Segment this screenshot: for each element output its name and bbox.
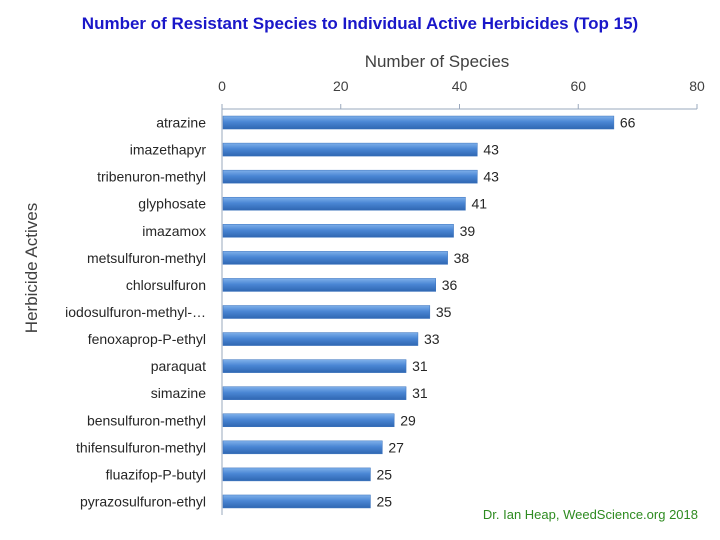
x-axis-title: Number of Species xyxy=(365,52,510,71)
x-tick-label: 80 xyxy=(689,78,705,94)
category-label: iodosulfuron-methyl-… xyxy=(65,304,206,320)
category-label: chlorsulfuron xyxy=(126,277,206,293)
category-label: tribenuron-methyl xyxy=(97,169,206,185)
data-label: 31 xyxy=(412,358,428,374)
category-label: bensulfuron-methyl xyxy=(87,412,206,428)
data-label: 39 xyxy=(460,223,476,239)
category-label: glyphosate xyxy=(138,196,206,212)
data-label: 35 xyxy=(436,304,452,320)
category-label: paraquat xyxy=(151,358,206,374)
category-label: simazine xyxy=(151,385,206,401)
category-label: imazethapyr xyxy=(130,142,207,158)
data-label: 25 xyxy=(376,493,392,509)
bar xyxy=(222,467,371,482)
bar xyxy=(222,359,407,373)
category-label: imazamox xyxy=(142,223,206,239)
category-label: fluazifop-P-butyl xyxy=(106,466,206,482)
bar xyxy=(222,305,431,319)
chart-title: Number of Resistant Species to Individua… xyxy=(81,14,639,33)
bar xyxy=(222,386,407,400)
bar xyxy=(222,278,436,292)
bar xyxy=(222,440,383,455)
data-label: 27 xyxy=(388,439,404,455)
data-label: 33 xyxy=(424,331,440,347)
bar xyxy=(222,413,395,428)
x-tick-label: 20 xyxy=(333,78,349,94)
x-tick-label: 0 xyxy=(218,78,226,94)
category-label: atrazine xyxy=(156,115,206,131)
category-label: thifensulfuron-methyl xyxy=(76,439,206,455)
data-label: 41 xyxy=(471,196,487,212)
x-tick-label: 40 xyxy=(452,78,468,94)
bar xyxy=(222,251,448,265)
data-label: 36 xyxy=(442,277,458,293)
data-label: 29 xyxy=(400,412,416,428)
credit-text: Dr. Ian Heap, WeedScience.org 2018 xyxy=(482,507,698,522)
bar xyxy=(222,142,478,157)
bar xyxy=(222,224,454,238)
data-label: 31 xyxy=(412,385,428,401)
x-tick-label: 60 xyxy=(570,78,586,94)
data-label: 66 xyxy=(620,115,636,131)
bar xyxy=(222,332,419,346)
bar xyxy=(222,494,371,509)
bar xyxy=(222,169,478,184)
data-label: 38 xyxy=(454,250,470,266)
category-label: metsulfuron-methyl xyxy=(87,250,206,266)
bar xyxy=(222,196,466,211)
category-label: fenoxaprop-P-ethyl xyxy=(88,331,206,347)
category-label: pyrazosulfuron-ethyl xyxy=(80,493,206,509)
y-axis-title: Herbicide Actives xyxy=(22,203,41,333)
data-label: 43 xyxy=(483,169,499,185)
data-label: 43 xyxy=(483,142,499,158)
bar xyxy=(222,115,615,130)
data-label: 25 xyxy=(376,466,392,482)
